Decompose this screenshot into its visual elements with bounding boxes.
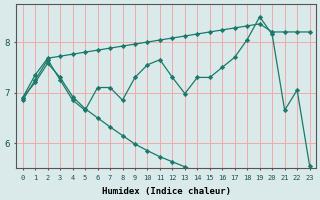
X-axis label: Humidex (Indice chaleur): Humidex (Indice chaleur) [102, 187, 231, 196]
